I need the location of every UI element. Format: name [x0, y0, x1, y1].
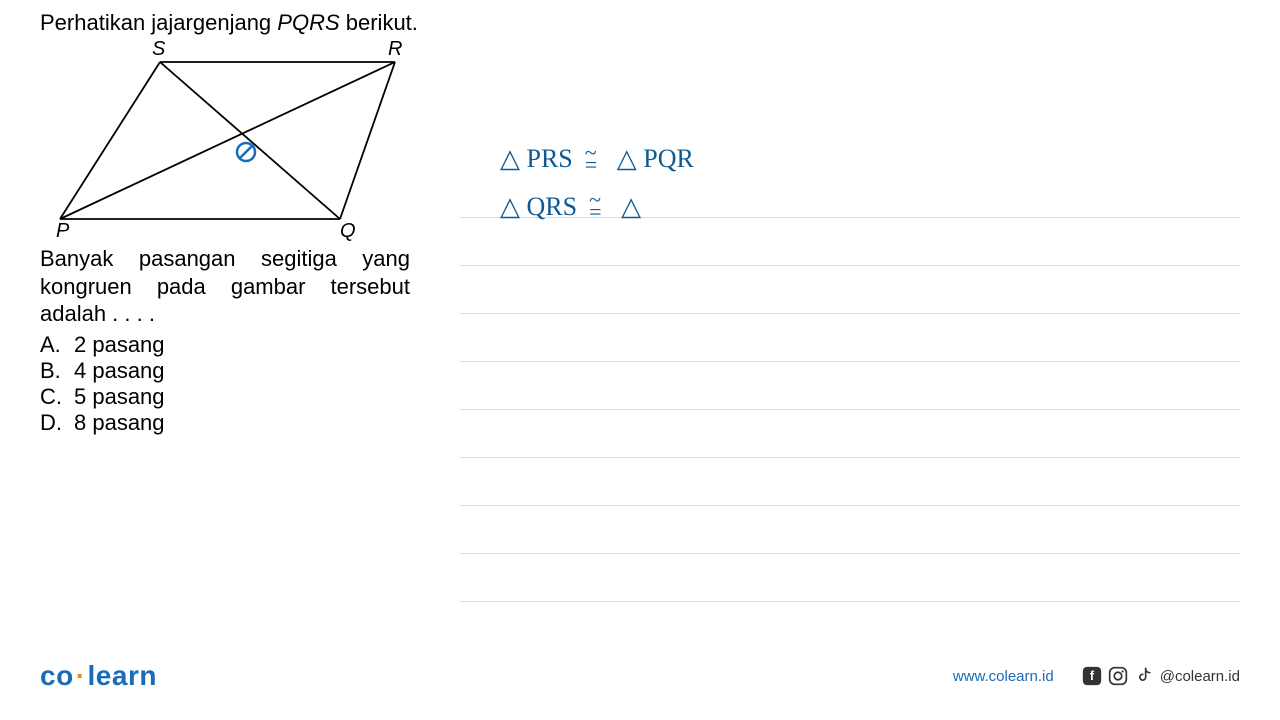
rule-line [460, 314, 1240, 362]
vertex-label-p: P [56, 220, 69, 243]
question-line-1: Banyak pasangan segitiga yang [40, 245, 410, 273]
rule-line [460, 506, 1240, 554]
option-letter: C. [40, 384, 74, 410]
handwritten-work: △ PRS △ PQR △ QRS △ [500, 138, 694, 233]
hw-triangle-2b: △ [621, 186, 641, 228]
question-line-2: kongruen pada gambar tersebut [40, 273, 410, 301]
social-handle: @colearn.id [1160, 668, 1240, 685]
rule-line [460, 362, 1240, 410]
handwriting-row-1: △ PRS △ PQR [500, 138, 694, 180]
question-line-3: adalah . . . . [40, 300, 410, 328]
diagram-svg [40, 44, 400, 239]
option-letter: D. [40, 410, 74, 436]
logo-co: co [40, 660, 74, 691]
vertex-label-s: S [152, 38, 165, 61]
congruent-icon [583, 145, 607, 173]
option-text: 2 pasang [74, 332, 165, 358]
problem-title: Perhatikan jajargenjang PQRS berikut. [40, 10, 1240, 36]
footer: co·learn www.colearn.id f @colearn.id [40, 660, 1240, 692]
title-suffix: berikut. [340, 10, 418, 35]
hw-triangle-1b: △ PQR [617, 138, 694, 180]
vertex-label-q: Q [340, 220, 356, 243]
title-italic: PQRS [277, 10, 339, 35]
rule-line [460, 266, 1240, 314]
hw-triangle-2a: △ QRS [500, 186, 577, 228]
option-text: 4 pasang [74, 358, 165, 384]
option-text: 8 pasang [74, 410, 165, 436]
website-url: www.colearn.id [953, 668, 1054, 685]
page: Perhatikan jajargenjang PQRS berikut. S … [0, 0, 1280, 720]
tiktok-icon [1134, 666, 1154, 686]
option-text: 5 pasang [74, 384, 165, 410]
parallelogram-diagram: S R P Q [40, 44, 400, 239]
colearn-logo: co·learn [40, 660, 157, 692]
footer-right: www.colearn.id f @colearn.id [953, 666, 1240, 686]
logo-learn: learn [88, 660, 157, 691]
logo-dot: · [76, 660, 86, 691]
rule-line [460, 458, 1240, 506]
title-prefix: Perhatikan jajargenjang [40, 10, 277, 35]
handwriting-row-2: △ QRS △ [500, 186, 694, 228]
congruent-icon [587, 192, 611, 220]
facebook-icon: f [1082, 666, 1102, 686]
rule-line [460, 554, 1240, 602]
ruled-lines [460, 170, 1240, 602]
option-letter: B. [40, 358, 74, 384]
rule-line [460, 410, 1240, 458]
hw-triangle-1a: △ PRS [500, 138, 573, 180]
option-letter: A. [40, 332, 74, 358]
social-links: f @colearn.id [1082, 666, 1240, 686]
instagram-icon [1108, 666, 1128, 686]
vertex-label-r: R [388, 38, 402, 61]
question-text: Banyak pasangan segitiga yang kongruen p… [40, 245, 410, 328]
